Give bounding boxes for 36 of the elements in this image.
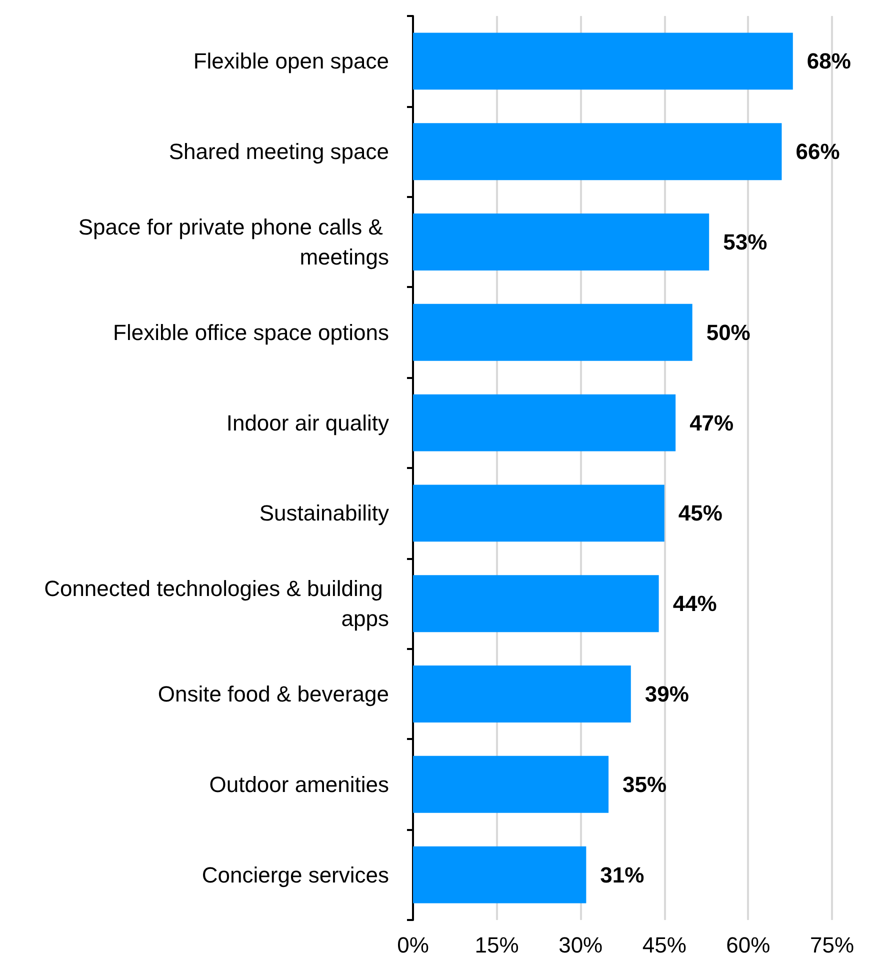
data-label: 47% bbox=[690, 410, 734, 436]
y-tick-label: Flexible open space bbox=[193, 48, 389, 74]
y-tick-label: Connected technologies & building apps bbox=[44, 576, 389, 632]
x-tick-label: 15% bbox=[474, 932, 519, 958]
bar bbox=[413, 32, 793, 90]
y-tick-label: Indoor air quality bbox=[226, 410, 389, 436]
y-tick-label: Flexible office space options bbox=[113, 320, 389, 345]
bar bbox=[413, 846, 586, 904]
data-label: 68% bbox=[806, 48, 851, 74]
x-tick-label: 0% bbox=[397, 932, 429, 958]
data-label: 35% bbox=[622, 772, 667, 797]
x-tick-label: 30% bbox=[558, 932, 603, 958]
bar bbox=[413, 575, 659, 632]
data-label: 31% bbox=[600, 862, 644, 888]
bar bbox=[413, 123, 782, 180]
bar bbox=[413, 756, 609, 813]
bar bbox=[413, 666, 631, 722]
x-tick-label: 60% bbox=[726, 932, 770, 958]
data-label: 44% bbox=[672, 591, 717, 616]
y-tick-label: Onsite food & beverage bbox=[158, 682, 389, 706]
bar bbox=[413, 214, 710, 270]
data-label: 66% bbox=[796, 139, 840, 164]
y-tick-label: Shared meeting space bbox=[168, 139, 389, 164]
bar bbox=[413, 484, 664, 542]
y-tick-label: Space for private phone calls & meetings bbox=[78, 214, 389, 270]
y-tick-label: Outdoor amenities bbox=[209, 772, 389, 797]
y-tick-label: Concierge services bbox=[202, 862, 389, 888]
data-label: 45% bbox=[678, 500, 722, 526]
x-tick-label: 45% bbox=[642, 932, 686, 958]
data-label: 50% bbox=[706, 320, 750, 345]
bar bbox=[413, 394, 676, 452]
data-label: 53% bbox=[723, 230, 768, 254]
data-label: 39% bbox=[644, 682, 689, 706]
y-tick-label: Sustainability bbox=[259, 500, 389, 526]
x-tick-label: 75% bbox=[810, 932, 854, 958]
bar bbox=[413, 304, 692, 361]
